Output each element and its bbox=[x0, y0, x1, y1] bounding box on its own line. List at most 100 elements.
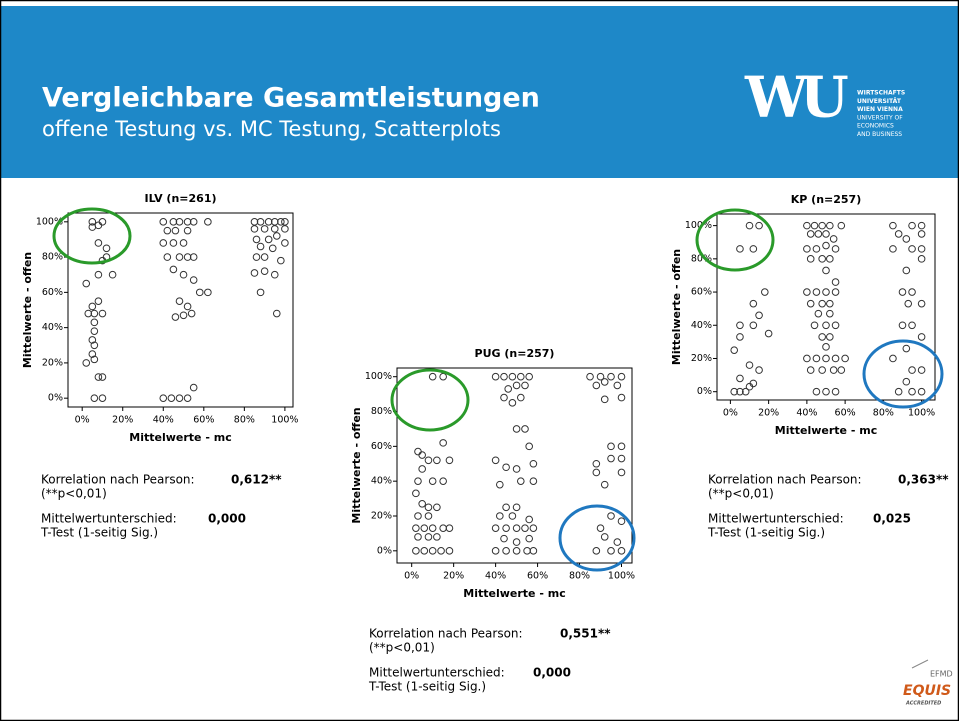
data-point bbox=[90, 341, 99, 350]
data-point bbox=[439, 372, 447, 381]
data-point bbox=[264, 235, 273, 244]
data-point bbox=[596, 524, 605, 532]
data-point bbox=[512, 547, 521, 555]
data-point bbox=[82, 279, 91, 288]
data-point bbox=[502, 524, 510, 532]
x-tick-label: 100% bbox=[608, 571, 635, 582]
data-point bbox=[607, 454, 615, 463]
data-point bbox=[412, 547, 420, 555]
data-point bbox=[600, 395, 609, 404]
data-point bbox=[525, 534, 533, 543]
data-point bbox=[607, 372, 615, 381]
data-point bbox=[521, 381, 529, 390]
data-point bbox=[607, 442, 615, 451]
chart-title: ILV (n=261) bbox=[145, 192, 217, 205]
data-point bbox=[898, 288, 907, 296]
data-point bbox=[414, 512, 422, 520]
data-point bbox=[894, 230, 903, 238]
x-tick-label: 40% bbox=[485, 571, 506, 582]
data-point bbox=[917, 366, 926, 374]
data-point bbox=[755, 221, 763, 230]
data-point bbox=[175, 218, 184, 226]
data-point bbox=[917, 299, 926, 308]
data-point bbox=[736, 321, 744, 330]
data-point bbox=[586, 372, 594, 381]
data-point bbox=[898, 321, 907, 330]
stat-value: 0,551** bbox=[560, 627, 611, 641]
data-point bbox=[491, 456, 500, 465]
data-point bbox=[418, 465, 426, 473]
y-tick-label: 40% bbox=[42, 322, 63, 333]
y-tick-label: 80% bbox=[42, 252, 63, 263]
logo-line: ECONOMICS bbox=[857, 123, 894, 130]
data-point bbox=[424, 503, 433, 512]
data-point bbox=[755, 366, 763, 374]
data-point bbox=[826, 221, 834, 230]
data-point bbox=[803, 221, 811, 230]
data-point bbox=[94, 239, 103, 247]
data-point bbox=[822, 387, 830, 396]
data-point bbox=[516, 477, 525, 485]
data-point bbox=[502, 547, 510, 555]
data-point bbox=[902, 344, 911, 353]
data-point bbox=[902, 235, 911, 243]
data-point bbox=[600, 533, 609, 541]
stat-note: T-Test (1-seitig Sig.) bbox=[707, 526, 825, 540]
data-point bbox=[428, 372, 437, 381]
data-point bbox=[812, 387, 821, 396]
data-point bbox=[745, 221, 754, 230]
x-tick-label: 0% bbox=[723, 408, 738, 419]
y-tick-label: 80% bbox=[691, 253, 712, 264]
data-point bbox=[831, 321, 840, 330]
data-point bbox=[917, 245, 926, 253]
data-point bbox=[600, 480, 609, 489]
data-point bbox=[418, 500, 426, 508]
data-point bbox=[818, 366, 826, 374]
data-point bbox=[445, 524, 454, 532]
data-point bbox=[516, 393, 525, 402]
stat-label: Korrelation nach Pearson: bbox=[41, 473, 195, 487]
data-point bbox=[902, 377, 911, 386]
y-tick-label: 20% bbox=[371, 510, 392, 521]
data-point bbox=[195, 288, 204, 297]
data-point bbox=[502, 503, 510, 512]
data-point bbox=[822, 288, 830, 296]
data-point bbox=[908, 321, 916, 330]
scatter-chart: KP (n=257) 0% 20% 40% 60% 80% 100% 0% 20% 40% 60% 8… bbox=[670, 193, 949, 540]
data-point bbox=[179, 270, 188, 279]
data-point bbox=[260, 267, 269, 276]
data-point bbox=[491, 524, 500, 532]
stat-label: Korrelation nach Pearson: bbox=[369, 627, 523, 641]
data-point bbox=[806, 255, 815, 263]
header-banner bbox=[1, 6, 958, 178]
data-point bbox=[171, 226, 180, 235]
data-point bbox=[822, 343, 830, 351]
data-point bbox=[613, 381, 622, 390]
data-point bbox=[512, 381, 521, 390]
data-point bbox=[159, 239, 168, 247]
equis-org: EFMD bbox=[930, 670, 953, 679]
x-tick-label: 60% bbox=[193, 415, 214, 426]
data-point bbox=[281, 225, 289, 233]
data-point bbox=[167, 394, 176, 402]
data-point bbox=[414, 477, 422, 485]
data-point bbox=[94, 270, 103, 279]
data-point bbox=[525, 515, 533, 524]
data-point bbox=[512, 524, 521, 532]
x-axis-label: Mittelwerte - mc bbox=[463, 587, 565, 600]
data-point bbox=[433, 503, 441, 512]
data-point bbox=[500, 534, 508, 543]
stat-note: (**p<0,01) bbox=[41, 487, 107, 501]
data-point bbox=[818, 333, 826, 341]
data-point bbox=[736, 374, 744, 383]
data-point bbox=[433, 533, 441, 541]
data-point bbox=[736, 333, 744, 341]
data-point bbox=[617, 372, 626, 381]
data-point bbox=[439, 439, 447, 447]
scatter-chart: ILV (n=261) 0% 20% 40% 60% 80% 100% 0% 20% 40% 60%… bbox=[21, 192, 298, 540]
stat-value: 0,025 bbox=[873, 512, 911, 526]
x-tick-label: 20% bbox=[758, 408, 779, 419]
data-point bbox=[82, 359, 91, 367]
data-point bbox=[600, 378, 609, 386]
